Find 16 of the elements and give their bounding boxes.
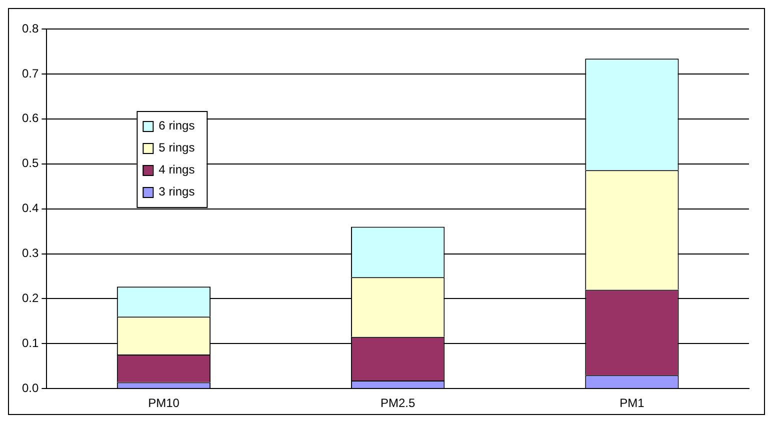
legend-label: 3 rings [158, 184, 195, 198]
legend-label: 6 rings [158, 118, 195, 132]
y-tick-label: 0.8 [22, 21, 39, 36]
legend-label: 4 rings [158, 162, 195, 176]
y-tick-label: 0.6 [22, 111, 39, 126]
y-tick-label: 0.4 [22, 201, 39, 216]
y-tick-label: 0.7 [22, 66, 39, 80]
x-tick-label: PM10 [148, 396, 180, 410]
y-tick-label: 0.2 [22, 291, 39, 306]
y-tick-label: 0.1 [22, 336, 39, 350]
y-tick-label: 0.0 [22, 380, 39, 395]
legend-label: 5 rings [158, 140, 195, 154]
y-tick-label: 0.5 [22, 156, 39, 170]
y-tick-label: 0.3 [22, 246, 39, 260]
x-tick-label: PM2.5 [380, 396, 416, 410]
x-tick-label: PM1 [620, 396, 645, 410]
